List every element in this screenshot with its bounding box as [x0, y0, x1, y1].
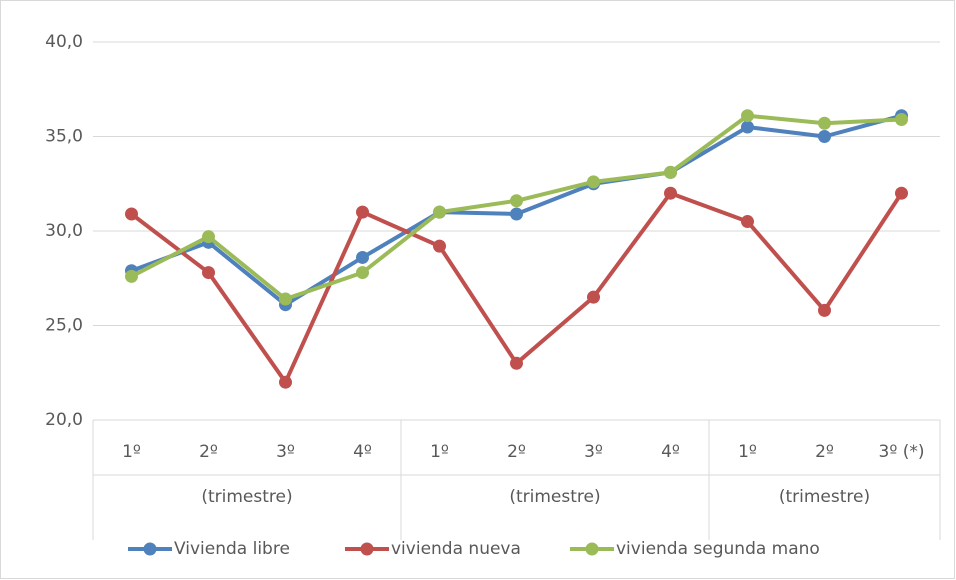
series-marker — [510, 194, 523, 208]
y-tick-label: 30,0 — [45, 221, 83, 241]
series-marker — [587, 175, 600, 189]
group-label: (trimestre) — [509, 487, 600, 507]
series-marker — [125, 269, 138, 283]
y-tick-label: 40,0 — [45, 32, 83, 52]
series-marker — [587, 290, 600, 304]
legend-marker — [585, 542, 599, 556]
series-marker — [433, 205, 446, 219]
series-marker — [741, 215, 754, 229]
legend-marker — [360, 542, 374, 556]
legend-label: Vivienda libre — [174, 539, 290, 559]
group-label: (trimestre) — [779, 487, 870, 507]
series-marker — [356, 266, 369, 280]
legend-label: vivienda nueva — [391, 539, 521, 559]
series-marker — [895, 112, 908, 126]
y-tick-label: 35,0 — [45, 127, 83, 147]
y-tick-label: 20,0 — [45, 410, 83, 430]
series-marker — [356, 205, 369, 219]
series-marker — [125, 207, 138, 221]
x-tick-label: 4º — [661, 442, 680, 462]
x-tick-label: 4º — [353, 442, 372, 462]
series-marker — [741, 109, 754, 123]
series-marker — [818, 130, 831, 143]
group-label: (trimestre) — [201, 487, 292, 507]
x-tick-label: 3º — [276, 442, 295, 462]
series-marker — [818, 116, 831, 130]
series-marker — [818, 303, 831, 317]
x-tick-label: 1º — [738, 442, 757, 462]
legend-label: vivienda segunda mano — [616, 539, 820, 559]
series-marker — [664, 165, 677, 179]
series-marker — [510, 207, 523, 221]
x-tick-label: 1º — [430, 442, 449, 462]
series-marker — [356, 250, 369, 264]
series-marker — [664, 186, 677, 200]
series-marker — [433, 239, 446, 253]
x-tick-label: 2º — [507, 442, 526, 462]
series-marker — [202, 266, 215, 280]
y-tick-label: 25,0 — [45, 316, 83, 336]
x-tick-label: 2º — [815, 442, 834, 462]
x-tick-label: 3º — [584, 442, 603, 462]
x-tick-label: 3º (*) — [879, 442, 925, 462]
series-marker — [279, 292, 292, 306]
series-marker — [279, 375, 292, 389]
series-marker — [510, 356, 523, 370]
legend-marker — [143, 542, 157, 556]
series-marker — [202, 230, 215, 244]
series-marker — [895, 186, 908, 200]
x-tick-label: 1º — [122, 442, 141, 462]
series-marker — [741, 120, 754, 134]
x-tick-label: 2º — [199, 442, 218, 462]
